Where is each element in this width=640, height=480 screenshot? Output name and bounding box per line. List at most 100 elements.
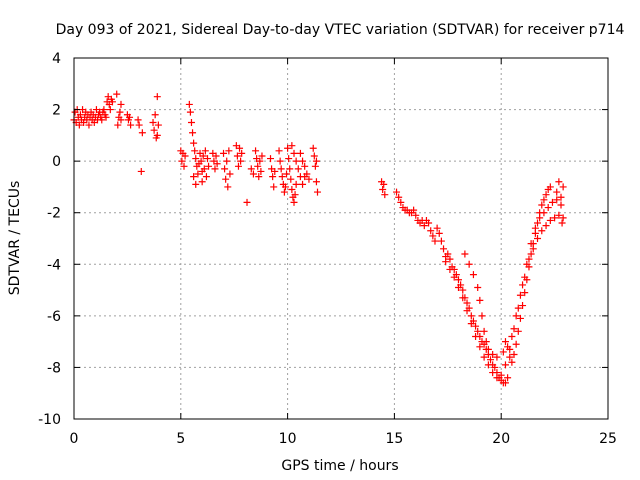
data-point bbox=[237, 157, 245, 165]
data-point bbox=[225, 147, 233, 155]
y-tick-label: 4 bbox=[52, 51, 61, 67]
data-point bbox=[134, 116, 142, 124]
data-point bbox=[267, 155, 275, 163]
data-point bbox=[281, 183, 289, 191]
data-point bbox=[254, 162, 262, 170]
data-point bbox=[542, 191, 550, 199]
data-point bbox=[311, 162, 319, 170]
data-point bbox=[149, 118, 157, 126]
data-point bbox=[410, 206, 418, 214]
chart-title: Day 093 of 2021, Sidereal Day-to-day VTE… bbox=[56, 22, 625, 38]
data-point bbox=[291, 191, 299, 199]
data-point bbox=[508, 358, 516, 366]
data-point bbox=[489, 369, 497, 377]
data-point bbox=[186, 108, 194, 116]
data-point bbox=[294, 165, 302, 173]
data-point bbox=[288, 142, 296, 150]
data-point bbox=[478, 312, 486, 320]
data-point bbox=[491, 363, 499, 371]
data-point bbox=[303, 170, 311, 178]
plot-frame bbox=[73, 57, 609, 420]
data-point bbox=[459, 286, 467, 294]
data-point bbox=[525, 255, 533, 263]
y-tick-label: -10 bbox=[38, 412, 61, 428]
data-point bbox=[420, 222, 428, 230]
data-point bbox=[299, 157, 307, 165]
x-tick-label: 25 bbox=[599, 431, 617, 447]
data-point bbox=[305, 175, 313, 183]
data-point bbox=[204, 155, 211, 163]
data-point bbox=[463, 299, 471, 307]
data-point bbox=[435, 229, 443, 237]
x-tick-label: 5 bbox=[176, 431, 185, 447]
data-point bbox=[446, 255, 454, 263]
data-point bbox=[117, 116, 125, 124]
data-point bbox=[557, 193, 565, 201]
data-point bbox=[514, 304, 522, 312]
data-point bbox=[412, 211, 420, 219]
data-point bbox=[508, 332, 516, 340]
data-point bbox=[205, 162, 213, 170]
data-point bbox=[497, 371, 505, 379]
data-point bbox=[440, 245, 448, 253]
data-point bbox=[284, 144, 292, 152]
data-point bbox=[551, 214, 559, 222]
data-point bbox=[536, 214, 544, 222]
x-tick-label: 10 bbox=[279, 431, 297, 447]
y-tick-label: -8 bbox=[47, 360, 61, 376]
data-point bbox=[534, 235, 542, 242]
y-tick-label: -4 bbox=[47, 257, 61, 273]
data-point bbox=[512, 340, 520, 348]
data-point bbox=[450, 273, 458, 281]
data-point bbox=[278, 173, 286, 181]
data-point bbox=[233, 152, 241, 160]
x-tick-label: 20 bbox=[492, 431, 510, 447]
data-point bbox=[180, 162, 188, 170]
data-point bbox=[199, 152, 207, 160]
data-point bbox=[256, 157, 264, 165]
data-point bbox=[454, 276, 462, 284]
y-tick-label: -2 bbox=[47, 206, 61, 222]
data-point bbox=[487, 356, 495, 364]
data-point bbox=[548, 198, 556, 206]
data-point bbox=[290, 198, 298, 206]
data-point bbox=[114, 121, 122, 129]
data-point bbox=[138, 129, 146, 137]
data-point bbox=[521, 289, 529, 297]
data-point bbox=[463, 307, 471, 315]
data-point bbox=[292, 180, 300, 188]
data-point bbox=[137, 167, 145, 175]
data-point bbox=[493, 374, 501, 382]
data-point bbox=[510, 325, 518, 333]
data-point bbox=[236, 144, 244, 152]
data-point bbox=[499, 348, 507, 356]
data-point bbox=[151, 111, 159, 119]
data-point bbox=[393, 188, 401, 196]
data-point bbox=[113, 90, 121, 98]
data-point bbox=[444, 250, 452, 258]
data-point bbox=[220, 149, 228, 157]
data-point bbox=[292, 157, 300, 165]
data-point bbox=[85, 121, 93, 129]
data-point bbox=[269, 173, 277, 181]
data-point bbox=[200, 165, 208, 173]
data-point bbox=[395, 193, 403, 201]
data-point bbox=[312, 157, 320, 165]
data-point bbox=[512, 312, 520, 320]
data-point bbox=[301, 162, 309, 170]
data-point bbox=[98, 116, 106, 124]
data-point bbox=[446, 265, 454, 273]
data-point bbox=[519, 302, 527, 310]
data-point bbox=[527, 240, 535, 248]
data-point bbox=[381, 191, 389, 199]
data-point bbox=[474, 327, 482, 335]
data-point bbox=[178, 157, 186, 165]
data-point bbox=[150, 126, 158, 134]
data-point bbox=[309, 144, 317, 152]
data-point bbox=[102, 113, 110, 121]
grid-lines bbox=[74, 58, 608, 419]
data-point bbox=[280, 188, 288, 196]
data-point bbox=[288, 186, 296, 194]
data-point bbox=[226, 170, 234, 178]
data-point bbox=[519, 281, 527, 289]
